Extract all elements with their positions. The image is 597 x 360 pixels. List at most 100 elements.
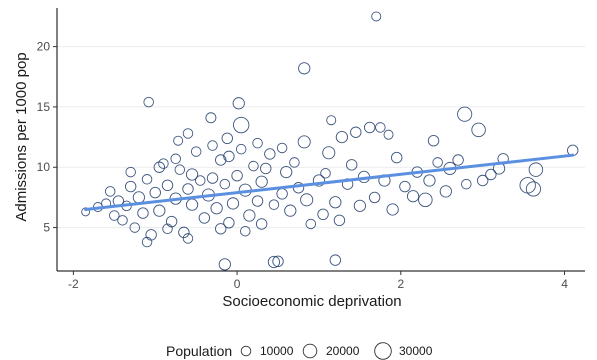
trend-line <box>84 153 575 211</box>
data-point <box>289 157 300 168</box>
data-point <box>276 142 288 154</box>
data-point <box>132 191 145 204</box>
y-axis-title: Admissions per 1000 pop <box>13 52 30 221</box>
y-axis-ticks: 5 10 15 20 <box>37 40 57 235</box>
legend-label: 20000 <box>326 344 360 358</box>
data-point <box>252 137 263 149</box>
data-point <box>386 203 399 216</box>
data-point <box>240 225 251 237</box>
legend-label: 10000 <box>260 344 294 358</box>
data-point <box>322 146 336 160</box>
legend: Population 10000 20000 30000 <box>166 342 433 360</box>
data-point <box>182 233 194 244</box>
data-point <box>235 143 247 155</box>
data-point <box>125 166 136 178</box>
data-point <box>223 217 235 229</box>
data-point <box>391 151 403 164</box>
data-point <box>280 165 293 179</box>
data-point <box>485 168 497 181</box>
data-point <box>476 174 489 187</box>
data-point <box>137 207 149 219</box>
data-point <box>461 178 472 190</box>
legend-key-circle <box>240 345 252 357</box>
data-point <box>174 164 186 175</box>
data-point <box>432 157 443 168</box>
legend-title: Population <box>166 343 232 359</box>
data-point <box>452 154 464 166</box>
data-point <box>375 122 386 133</box>
data-point <box>363 121 376 134</box>
y-tick-label: 20 <box>37 40 51 54</box>
data-point <box>109 210 120 221</box>
legend-label: 30000 <box>399 344 433 358</box>
data-point <box>153 204 166 217</box>
data-point <box>423 174 436 187</box>
gridlines <box>57 46 585 229</box>
data-point <box>219 178 231 190</box>
data-point <box>427 134 440 147</box>
data-point <box>312 174 326 187</box>
data-point <box>353 199 367 212</box>
x-axis-title: Socioeconomic deprivation <box>222 293 401 310</box>
data-point <box>305 218 317 230</box>
x-tick-label: 2 <box>397 277 404 291</box>
data-point <box>255 175 268 188</box>
data-point <box>260 162 272 175</box>
data-point <box>231 169 243 182</box>
data-point <box>129 222 141 233</box>
data-point <box>207 140 218 151</box>
data-point <box>185 168 199 181</box>
data-point <box>185 198 199 211</box>
data-point <box>345 159 358 171</box>
data-point <box>333 214 346 227</box>
data-point <box>300 193 314 207</box>
data-point <box>383 129 394 140</box>
data-point <box>232 116 250 134</box>
data-point <box>221 132 233 145</box>
data-point <box>399 180 411 193</box>
data-point <box>210 202 223 215</box>
data-point <box>317 208 329 221</box>
data-point <box>371 11 382 22</box>
data-point <box>232 97 245 110</box>
data-point <box>297 135 311 149</box>
data-point <box>471 122 486 138</box>
data-point <box>215 223 227 235</box>
data-point <box>326 115 337 126</box>
data-point <box>223 150 235 163</box>
data-point <box>329 196 342 209</box>
data-point <box>170 153 181 165</box>
data-points <box>81 11 579 271</box>
data-point <box>218 258 231 271</box>
data-point <box>276 188 288 200</box>
data-point <box>161 179 174 192</box>
data-point <box>81 207 91 217</box>
data-point <box>298 62 311 75</box>
legend-key-circle <box>302 343 318 359</box>
data-point <box>206 172 219 184</box>
data-point <box>182 128 194 139</box>
data-point <box>457 106 473 122</box>
y-tick-label: 15 <box>37 100 51 114</box>
data-point <box>350 126 362 138</box>
data-point <box>145 229 157 241</box>
data-point <box>153 161 166 173</box>
data-point <box>124 180 137 193</box>
data-point <box>243 209 256 222</box>
data-point <box>165 215 178 228</box>
data-point <box>178 226 190 239</box>
data-point <box>205 112 217 124</box>
data-point <box>104 186 116 197</box>
data-point <box>141 174 153 185</box>
data-point <box>198 212 211 224</box>
data-point <box>226 197 240 210</box>
data-point <box>173 135 184 146</box>
x-tick-label: 4 <box>561 277 568 291</box>
data-point <box>406 190 420 203</box>
data-point <box>528 162 544 177</box>
data-point <box>268 199 280 210</box>
data-point <box>143 96 154 108</box>
data-point <box>117 215 128 226</box>
data-point <box>255 218 268 230</box>
